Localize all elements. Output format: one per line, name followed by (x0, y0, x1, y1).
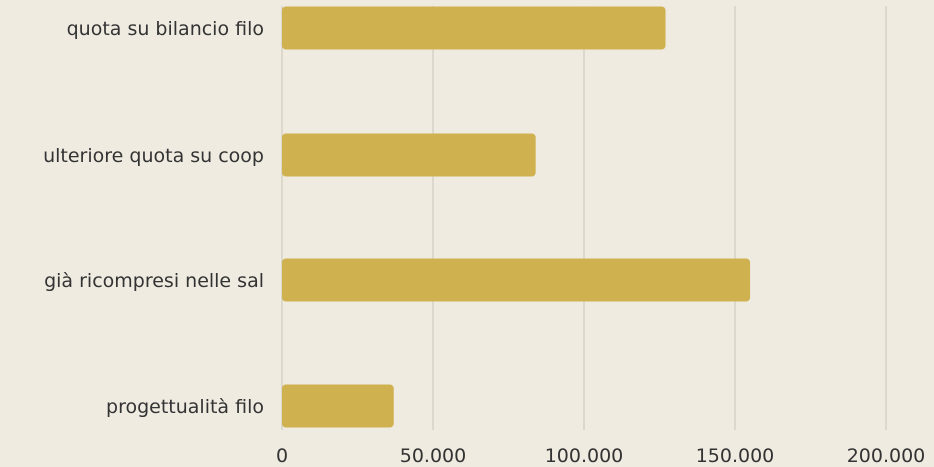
category-labels: quota su bilancio filo ulteriore quota su… (43, 18, 264, 418)
category-label-3: progettualità filo (106, 396, 264, 418)
bar-2 (282, 258, 751, 302)
x-tick-label-4: 200.000 (847, 445, 926, 467)
x-tick-label-1: 50.000 (400, 445, 466, 467)
bar-0 (282, 6, 666, 50)
x-tick-labels: 0 50.000 100.000 150.000 200.000 (276, 445, 925, 467)
category-label-1: ulteriore quota su coop (43, 145, 264, 167)
bar-3 (282, 384, 394, 428)
x-tick-label-0: 0 (276, 445, 288, 467)
category-label-0: quota su bilancio filo (67, 18, 264, 40)
bars (282, 6, 751, 428)
x-tick-label-3: 150.000 (696, 445, 775, 467)
category-label-2: già ricompresi nelle sal (44, 270, 264, 292)
x-tick-label-2: 100.000 (545, 445, 624, 467)
grid-lines (281, 6, 887, 430)
bar-1 (282, 133, 536, 177)
